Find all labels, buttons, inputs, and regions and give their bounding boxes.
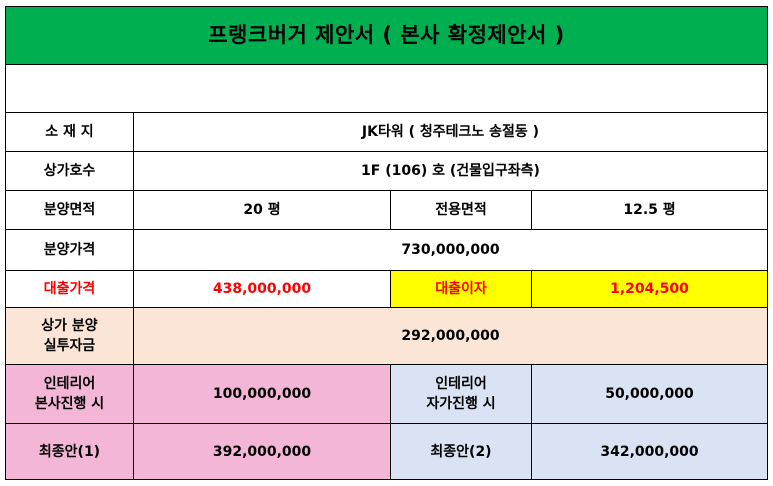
actual-funds-value: 292,000,000 — [133, 307, 768, 366]
actual-funds-label: 상가 분양 실투자금 — [5, 307, 134, 366]
proposal-sheet: 프랭크버거 제안서 ( 본사 확정제안서 ) 소 재 지 JK타워 ( 청주테크… — [5, 6, 768, 480]
final-plan2-label: 최종안(2) — [390, 423, 532, 480]
sale-area-value: 20 평 — [133, 190, 391, 230]
unit-value: 1F (106) 호 (건물입구좌측) — [133, 150, 768, 192]
interior-hq-label-line1: 인테리어 — [43, 376, 96, 393]
unit-label: 상가호수 — [5, 150, 134, 192]
loan-price-label: 대출가격 — [5, 269, 134, 309]
location-label: 소 재 지 — [5, 111, 134, 152]
final-plan1-value: 392,000,000 — [133, 423, 391, 480]
loan-price-value: 438,000,000 — [133, 269, 391, 309]
blank-row — [5, 63, 768, 113]
sheet-title: 프랭크버거 제안서 ( 본사 확정제안서 ) — [5, 6, 768, 65]
actual-funds-label-line2: 실투자금 — [43, 338, 96, 355]
location-value: JK타워 ( 청주테크노 송절동 ) — [133, 111, 768, 152]
sale-area-label: 분양면적 — [5, 190, 134, 230]
exclusive-area-label: 전용면적 — [390, 190, 532, 230]
exclusive-area-value: 12.5 평 — [531, 190, 768, 230]
interior-self-label-line1: 인테리어 — [435, 376, 487, 393]
interior-self-label-line2: 자가진행 시 — [426, 396, 496, 413]
sale-price-value: 730,000,000 — [133, 228, 768, 271]
interior-hq-label-line2: 본사진행 시 — [34, 396, 105, 413]
interior-hq-label: 인테리어 본사진행 시 — [5, 364, 134, 425]
loan-interest-label: 대출이자 — [390, 269, 532, 309]
interior-self-value: 50,000,000 — [531, 364, 768, 425]
interior-hq-value: 100,000,000 — [133, 364, 391, 425]
sale-price-label: 분양가격 — [5, 228, 134, 271]
final-plan1-label: 최종안(1) — [5, 423, 134, 480]
actual-funds-label-line1: 상가 분양 — [41, 318, 98, 335]
final-plan2-value: 342,000,000 — [531, 423, 768, 480]
loan-interest-value: 1,204,500 — [531, 269, 768, 309]
interior-self-label: 인테리어 자가진행 시 — [390, 364, 532, 425]
